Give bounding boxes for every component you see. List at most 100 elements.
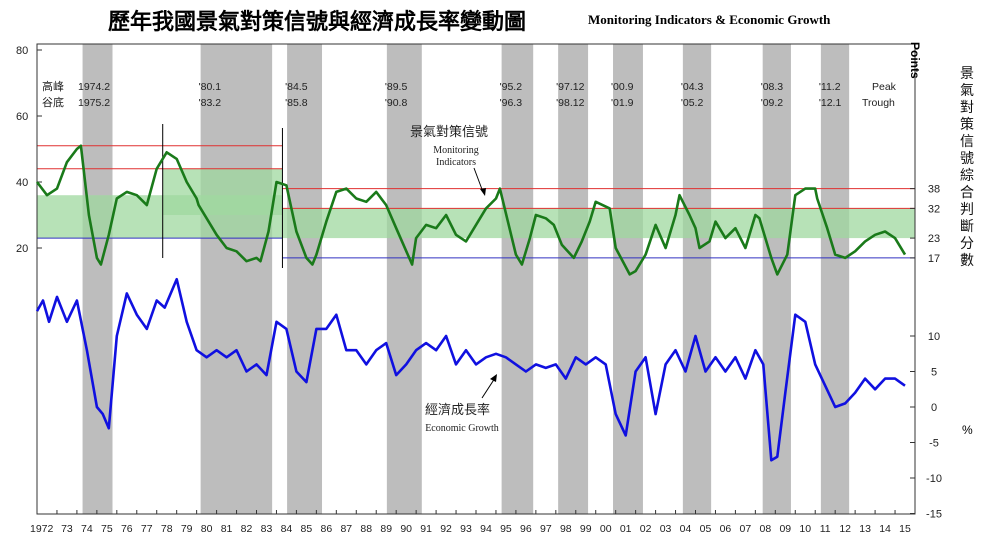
x-tick-label: 79 — [181, 523, 193, 535]
trough-date: '83.2 — [199, 97, 222, 109]
x-tick-label: 77 — [141, 523, 153, 535]
x-tick-label: 86 — [320, 523, 332, 535]
x-tick-label: 95 — [500, 523, 512, 535]
x-tick-label: 80 — [201, 523, 213, 535]
x-tick-label: 91 — [420, 523, 432, 535]
x-tick-label: 02 — [640, 523, 652, 535]
right-points-tick-label: 23 — [928, 233, 940, 245]
right-growth-tick-label: -15 — [926, 509, 942, 521]
x-tick-label: 82 — [241, 523, 253, 535]
x-tick-label: 83 — [261, 523, 273, 535]
trough-date: '90.8 — [385, 97, 408, 109]
monitor-label-zh: 景氣對策信號 — [410, 124, 488, 140]
x-tick-label: 92 — [440, 523, 452, 535]
peak-date: '80.1 — [199, 81, 222, 93]
growth-arrowhead — [490, 374, 497, 382]
x-tick-label: 15 — [899, 523, 911, 535]
monitoring-indicator-line — [35, 144, 907, 276]
peak-date: '84.5 — [285, 81, 308, 93]
x-tick-label: 11 — [820, 523, 831, 535]
x-tick-label: 06 — [720, 523, 732, 535]
x-tick-label: 01 — [620, 523, 632, 535]
recession-shade — [613, 44, 643, 514]
recession-shade — [682, 44, 712, 514]
right-growth-tick-label: -5 — [929, 438, 939, 450]
x-tick-label: 90 — [400, 523, 412, 535]
trough-row-header: 谷底 — [42, 95, 64, 109]
x-tick-label: 10 — [799, 523, 811, 535]
x-tick-label: 94 — [480, 523, 492, 535]
x-tick-label: 96 — [520, 523, 532, 535]
left-tick-label: 40 — [16, 177, 28, 189]
recession-shade — [82, 44, 113, 514]
points-axis-label: Points — [908, 42, 922, 79]
right-points-tick-label: 32 — [928, 203, 940, 215]
right-points-tick-label: 17 — [928, 253, 940, 265]
peak-date: '08.3 — [761, 81, 784, 93]
x-tick-label: 99 — [580, 523, 592, 535]
right-growth-tick-label: 5 — [931, 367, 937, 379]
trough-word: Trough — [862, 97, 895, 109]
recession-shade — [287, 44, 323, 514]
x-tick-label: 98 — [560, 523, 572, 535]
growth-label-en: Economic Growth — [425, 423, 499, 434]
green-band-late — [282, 208, 915, 239]
peak-date: '00.9 — [611, 81, 634, 93]
left-tick-label: 80 — [16, 45, 28, 57]
monitor-label-en1: Monitoring — [433, 145, 479, 156]
recession-shade — [762, 44, 791, 514]
right-growth-tick-label: 0 — [931, 402, 937, 414]
x-tick-label: 97 — [540, 523, 552, 535]
trough-date: '12.1 — [819, 97, 842, 109]
growth-label-zh: 經濟成長率 — [425, 402, 490, 418]
left-tick-label: 60 — [16, 111, 28, 123]
right-axis-ticks: 38 32 23 17 10 5 0 -5 -10 -15 — [910, 184, 942, 521]
x-tick-label: 81 — [221, 523, 233, 535]
right-growth-tick-label: 10 — [928, 331, 940, 343]
x-tick-label: 88 — [360, 523, 372, 535]
x-tick-label: 04 — [680, 523, 692, 535]
right-axis-label-zh: 景氣對策信號綜合判斷分數 — [960, 66, 974, 269]
peak-date: 1974.2 — [78, 81, 110, 93]
x-tick-label: 75 — [101, 523, 113, 535]
peak-word: Peak — [872, 81, 897, 93]
x-tick-label: 13 — [859, 523, 871, 535]
x-tick-label: 85 — [301, 523, 313, 535]
x-tick-label: 87 — [340, 523, 352, 535]
left-axis-ticks: 80 60 40 20 — [16, 45, 42, 255]
right-points-tick-label: 38 — [928, 184, 940, 196]
recession-shades — [82, 44, 850, 514]
peak-row-header: 高峰 — [42, 79, 64, 93]
peak-date: '04.3 — [681, 81, 704, 93]
monitor-arrow — [473, 167, 484, 193]
trough-date: '96.3 — [500, 97, 523, 109]
monitor-arrowhead — [480, 188, 486, 196]
growth-arrow — [481, 377, 496, 399]
x-axis-ticks: 1972 73 74 75 76 77 78 79 80 81 82 83 84 85 86 87 88 89 90… — [30, 510, 911, 535]
recession-shade — [200, 44, 273, 514]
recession-shade — [820, 44, 850, 514]
x-tick-label: 14 — [879, 523, 891, 535]
chart-title-zh: 歷年我國景氣對策信號與經濟成長率變動圖 — [108, 9, 527, 35]
x-tick-label: 1972 — [30, 523, 54, 535]
recession-shade — [501, 44, 534, 514]
x-tick-label: 08 — [759, 523, 771, 535]
x-tick-label: 84 — [281, 523, 293, 535]
green-band-mid — [162, 168, 283, 215]
x-tick-label: 12 — [839, 523, 851, 535]
x-tick-label: 00 — [600, 523, 612, 535]
percent-axis-label: % — [962, 423, 973, 437]
trough-date: '98.12 — [556, 97, 584, 109]
series-lines — [35, 144, 907, 462]
x-tick-label: 89 — [380, 523, 392, 535]
trough-date: '85.8 — [285, 97, 308, 109]
chart-title-en: Monitoring Indicators & Economic Growth — [588, 12, 831, 27]
trough-date: '01.9 — [611, 97, 634, 109]
x-tick-label: 03 — [660, 523, 672, 535]
x-tick-label: 93 — [460, 523, 472, 535]
right-growth-tick-label: -10 — [926, 473, 942, 485]
x-tick-label: 78 — [161, 523, 173, 535]
trough-date: '09.2 — [761, 97, 784, 109]
